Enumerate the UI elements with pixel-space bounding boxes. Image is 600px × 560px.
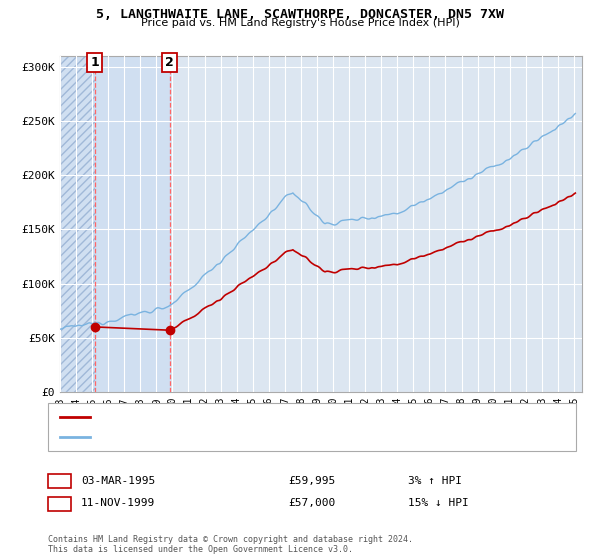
HPI: Average price, detached house, Doncaster: (2.01e+03, 1.55e+05): Average price, detached house, Doncaster… [334,221,341,227]
Text: HPI: Average price, detached house, Doncaster: HPI: Average price, detached house, Donc… [99,432,364,442]
Text: 2: 2 [166,56,174,69]
5, LANGTHWAITE LANE, SCAWTHORPE, DONCASTER, DN5 7XW (detached house) [494,227,501,234]
5, LANGTHWAITE LANE, SCAWTHORPE, DONCASTER, DN5 7XW (detached house) [572,190,579,197]
Text: Price paid vs. HM Land Registry's House Price Index (HPI): Price paid vs. HM Land Registry's House … [140,18,460,29]
Text: 5, LANGTHWAITE LANE, SCAWTHORPE, DONCASTER, DN5 7XW: 5, LANGTHWAITE LANE, SCAWTHORPE, DONCAST… [96,8,504,21]
HPI: Average price, detached house, Doncaster: (2.03e+03, 2.57e+05): Average price, detached house, Doncaster… [572,110,579,117]
Bar [60,56,95,392]
5, LANGTHWAITE LANE, SCAWTHORPE, DONCASTER, DN5 7XW (detached house) [440,246,448,253]
5, LANGTHWAITE LANE, SCAWTHORPE, DONCASTER, DN5 7XW (detached house) [92,324,100,330]
Text: 15% ↓ HPI: 15% ↓ HPI [408,498,469,508]
Line: HPI: Average price, detached house, Doncaster: HPI: Average price, detached house, Donc… [60,114,575,329]
Bar [60,56,95,392]
Text: 5, LANGTHWAITE LANE, SCAWTHORPE, DONCASTER, DN5 7XW (detached house): 5, LANGTHWAITE LANE, SCAWTHORPE, DONCAST… [99,412,499,422]
Bar [95,56,170,392]
HPI: Average price, detached house, Doncaster: (1.99e+03, 5.8e+04): Average price, detached house, Doncaster… [56,326,64,333]
Line: 5, LANGTHWAITE LANE, SCAWTHORPE, DONCASTER, DN5 7XW (detached house): 5, LANGTHWAITE LANE, SCAWTHORPE, DONCAST… [96,193,575,330]
5, LANGTHWAITE LANE, SCAWTHORPE, DONCASTER, DN5 7XW (detached house) [481,230,488,237]
Text: 1: 1 [91,56,99,69]
Text: 1: 1 [56,476,63,486]
5, LANGTHWAITE LANE, SCAWTHORPE, DONCASTER, DN5 7XW (detached house) [430,249,437,256]
Text: 3% ↑ HPI: 3% ↑ HPI [408,476,462,486]
Text: 2: 2 [56,498,63,508]
5, LANGTHWAITE LANE, SCAWTHORPE, DONCASTER, DN5 7XW (detached house) [157,326,164,333]
HPI: Average price, detached house, Doncaster: (2.02e+03, 2.3e+05): Average price, detached house, Doncaster… [529,139,536,146]
Text: £57,000: £57,000 [288,498,335,508]
Text: 11-NOV-1999: 11-NOV-1999 [81,498,155,508]
HPI: Average price, detached house, Doncaster: (2.02e+03, 1.78e+05): Average price, detached house, Doncaster… [424,196,431,203]
HPI: Average price, detached house, Doncaster: (2.01e+03, 1.61e+05): Average price, detached house, Doncaster… [360,214,367,221]
Text: 03-MAR-1995: 03-MAR-1995 [81,476,155,486]
Text: Contains HM Land Registry data © Crown copyright and database right 2024.
This d: Contains HM Land Registry data © Crown c… [48,535,413,554]
Text: £59,995: £59,995 [288,476,335,486]
5, LANGTHWAITE LANE, SCAWTHORPE, DONCASTER, DN5 7XW (detached house) [166,327,173,334]
HPI: Average price, detached house, Doncaster: (2.02e+03, 2.07e+05): Average price, detached house, Doncaster… [484,165,491,171]
HPI: Average price, detached house, Doncaster: (2.01e+03, 1.59e+05): Average price, detached house, Doncaster… [261,216,268,223]
5, LANGTHWAITE LANE, SCAWTHORPE, DONCASTER, DN5 7XW (detached house) [371,265,378,272]
